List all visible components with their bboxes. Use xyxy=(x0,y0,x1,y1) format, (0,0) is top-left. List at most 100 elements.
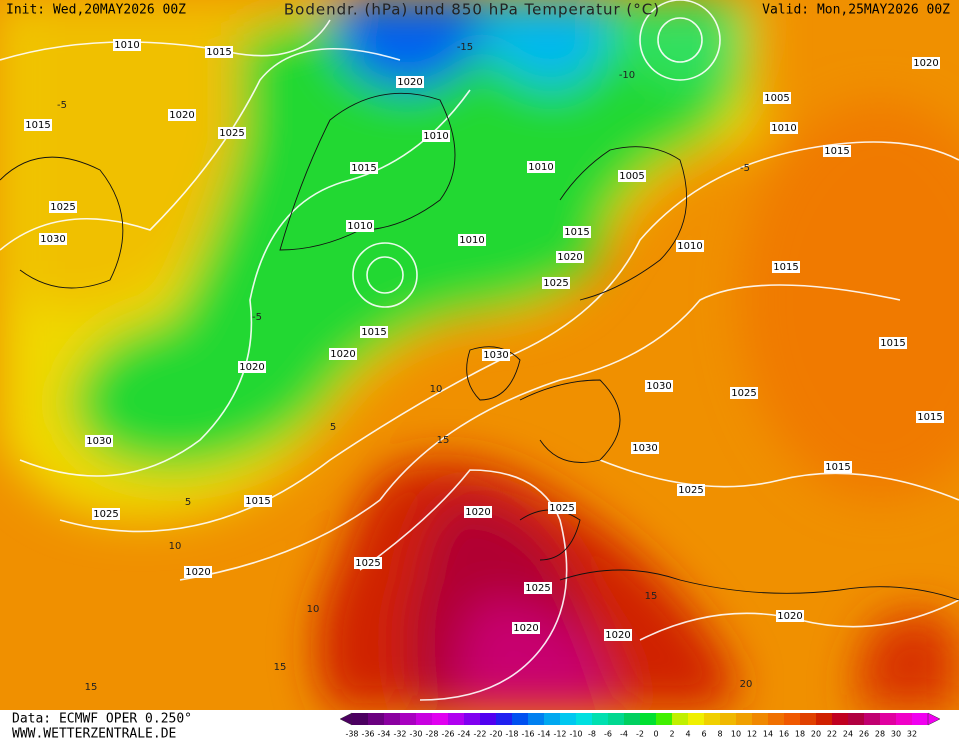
isobar-label-bg xyxy=(205,46,233,58)
isobar-label-bg xyxy=(770,122,798,134)
colorbar-label: 10 xyxy=(731,730,741,739)
contour-label: 5 xyxy=(330,422,336,433)
colorbar-label: 20 xyxy=(811,730,821,739)
colorbar-swatch xyxy=(624,713,640,725)
isobar-label: 1020 xyxy=(465,507,490,518)
coastlines xyxy=(0,92,959,601)
isobar-label: 1030 xyxy=(40,234,65,245)
isobar-label-bg xyxy=(524,582,552,594)
colorbar-label: -8 xyxy=(588,730,596,739)
contour-label: 5 xyxy=(185,497,191,508)
isobar-label-bg xyxy=(360,326,388,338)
isobar-label-bg xyxy=(329,348,357,360)
contour-label: 10 xyxy=(169,541,182,552)
isobar-label: 1020 xyxy=(185,567,210,578)
isobar-label: 1015 xyxy=(25,120,50,131)
colorbar-swatch xyxy=(592,713,608,725)
data-source: Data: ECMWF OPER 0.250° xyxy=(12,712,192,727)
colorbar-swatch xyxy=(608,713,624,725)
isobar-label-bg xyxy=(458,234,486,246)
contour-label: -10 xyxy=(619,70,635,81)
isobar-label: 1010 xyxy=(677,241,702,252)
isobar-label: 1015 xyxy=(825,462,850,473)
colorbar-label: 24 xyxy=(843,730,853,739)
colorbar-label: -12 xyxy=(553,730,566,739)
colorbar-label: 6 xyxy=(701,730,706,739)
isobar-label: 1005 xyxy=(764,93,789,104)
isobar-label: 1010 xyxy=(528,162,553,173)
isobar-label: 1015 xyxy=(351,163,376,174)
colorbar-swatch xyxy=(912,713,928,725)
colorbar-swatch xyxy=(400,713,416,725)
isobar-label: 1010 xyxy=(423,131,448,142)
isobar-label-bg xyxy=(92,508,120,520)
isobar-label-bg xyxy=(512,622,540,634)
isobar-label-bg xyxy=(563,226,591,238)
colorbar-label: 30 xyxy=(891,730,901,739)
colorbar-label: -14 xyxy=(537,730,550,739)
isobar-label: 1020 xyxy=(913,58,938,69)
isobar-label-bg xyxy=(49,201,77,213)
contour-label: -5 xyxy=(740,163,750,174)
isobar-label-bg xyxy=(482,349,510,361)
isobar-label: 1020 xyxy=(605,630,630,641)
contour-label: -5 xyxy=(252,312,262,323)
isobar-label: 1010 xyxy=(771,123,796,134)
isobar-label: 1025 xyxy=(678,485,703,496)
colorbar-swatch xyxy=(704,713,720,725)
colorbar-swatch xyxy=(864,713,880,725)
colorbar-label: -2 xyxy=(636,730,644,739)
isobar-label-bg xyxy=(24,119,52,131)
isobar-label: 1020 xyxy=(330,349,355,360)
isobar-label: 1015 xyxy=(564,227,589,238)
isobar-label-bg xyxy=(244,495,272,507)
isobar-label: 1025 xyxy=(543,278,568,289)
colorbar-swatch xyxy=(784,713,800,725)
isobar-label-bg xyxy=(464,506,492,518)
colorbar-swatch xyxy=(528,713,544,725)
isobar-label-bg xyxy=(184,566,212,578)
colorbar-swatch xyxy=(368,713,384,725)
colorbar-label: 26 xyxy=(859,730,869,739)
colorbar-swatch xyxy=(448,713,464,725)
colorbar-swatch xyxy=(432,713,448,725)
isobar-label-bg xyxy=(354,557,382,569)
isobar-label-bg xyxy=(730,387,758,399)
colorbar-label: -36 xyxy=(361,730,374,739)
isobar-label-bg xyxy=(527,161,555,173)
colorbar-swatch xyxy=(512,713,528,725)
isobar-label-bg xyxy=(912,57,940,69)
colorbar-label: 22 xyxy=(827,730,837,739)
isobar-label-bg xyxy=(39,233,67,245)
colorbar-swatch xyxy=(464,713,480,725)
colorbar-label: -24 xyxy=(457,730,470,739)
colorbar-label: 12 xyxy=(747,730,757,739)
contour-label: -15 xyxy=(457,42,473,53)
colorbar-label: -4 xyxy=(620,730,628,739)
colorbar-label: -28 xyxy=(425,730,438,739)
isobar-label: 1015 xyxy=(917,412,942,423)
website: WWW.WETTERZENTRALE.DE xyxy=(12,727,176,741)
colorbar-swatch xyxy=(560,713,576,725)
contour-label: 20 xyxy=(740,679,753,690)
colorbar-swatch xyxy=(816,713,832,725)
colorbar-label: 2 xyxy=(669,730,674,739)
contour-label: 15 xyxy=(85,682,98,693)
contour-label: 15 xyxy=(645,591,658,602)
colorbar-swatch xyxy=(768,713,784,725)
colorbar-label: -10 xyxy=(569,730,582,739)
colorbar-swatch xyxy=(736,713,752,725)
isobar-label-bg xyxy=(85,435,113,447)
colorbar-swatch xyxy=(416,713,432,725)
isobar-label-bg xyxy=(556,251,584,263)
isobar-label: 1015 xyxy=(206,47,231,58)
colorbar-swatch xyxy=(832,713,848,725)
isobar-label: 1025 xyxy=(93,509,118,520)
colorbar-label: 14 xyxy=(763,730,773,739)
colorbar-label: -18 xyxy=(505,730,518,739)
colorbar-label: -38 xyxy=(345,730,358,739)
isobar-label-bg xyxy=(776,610,804,622)
colorbar-label: 18 xyxy=(795,730,805,739)
isobar-label-bg xyxy=(422,130,450,142)
